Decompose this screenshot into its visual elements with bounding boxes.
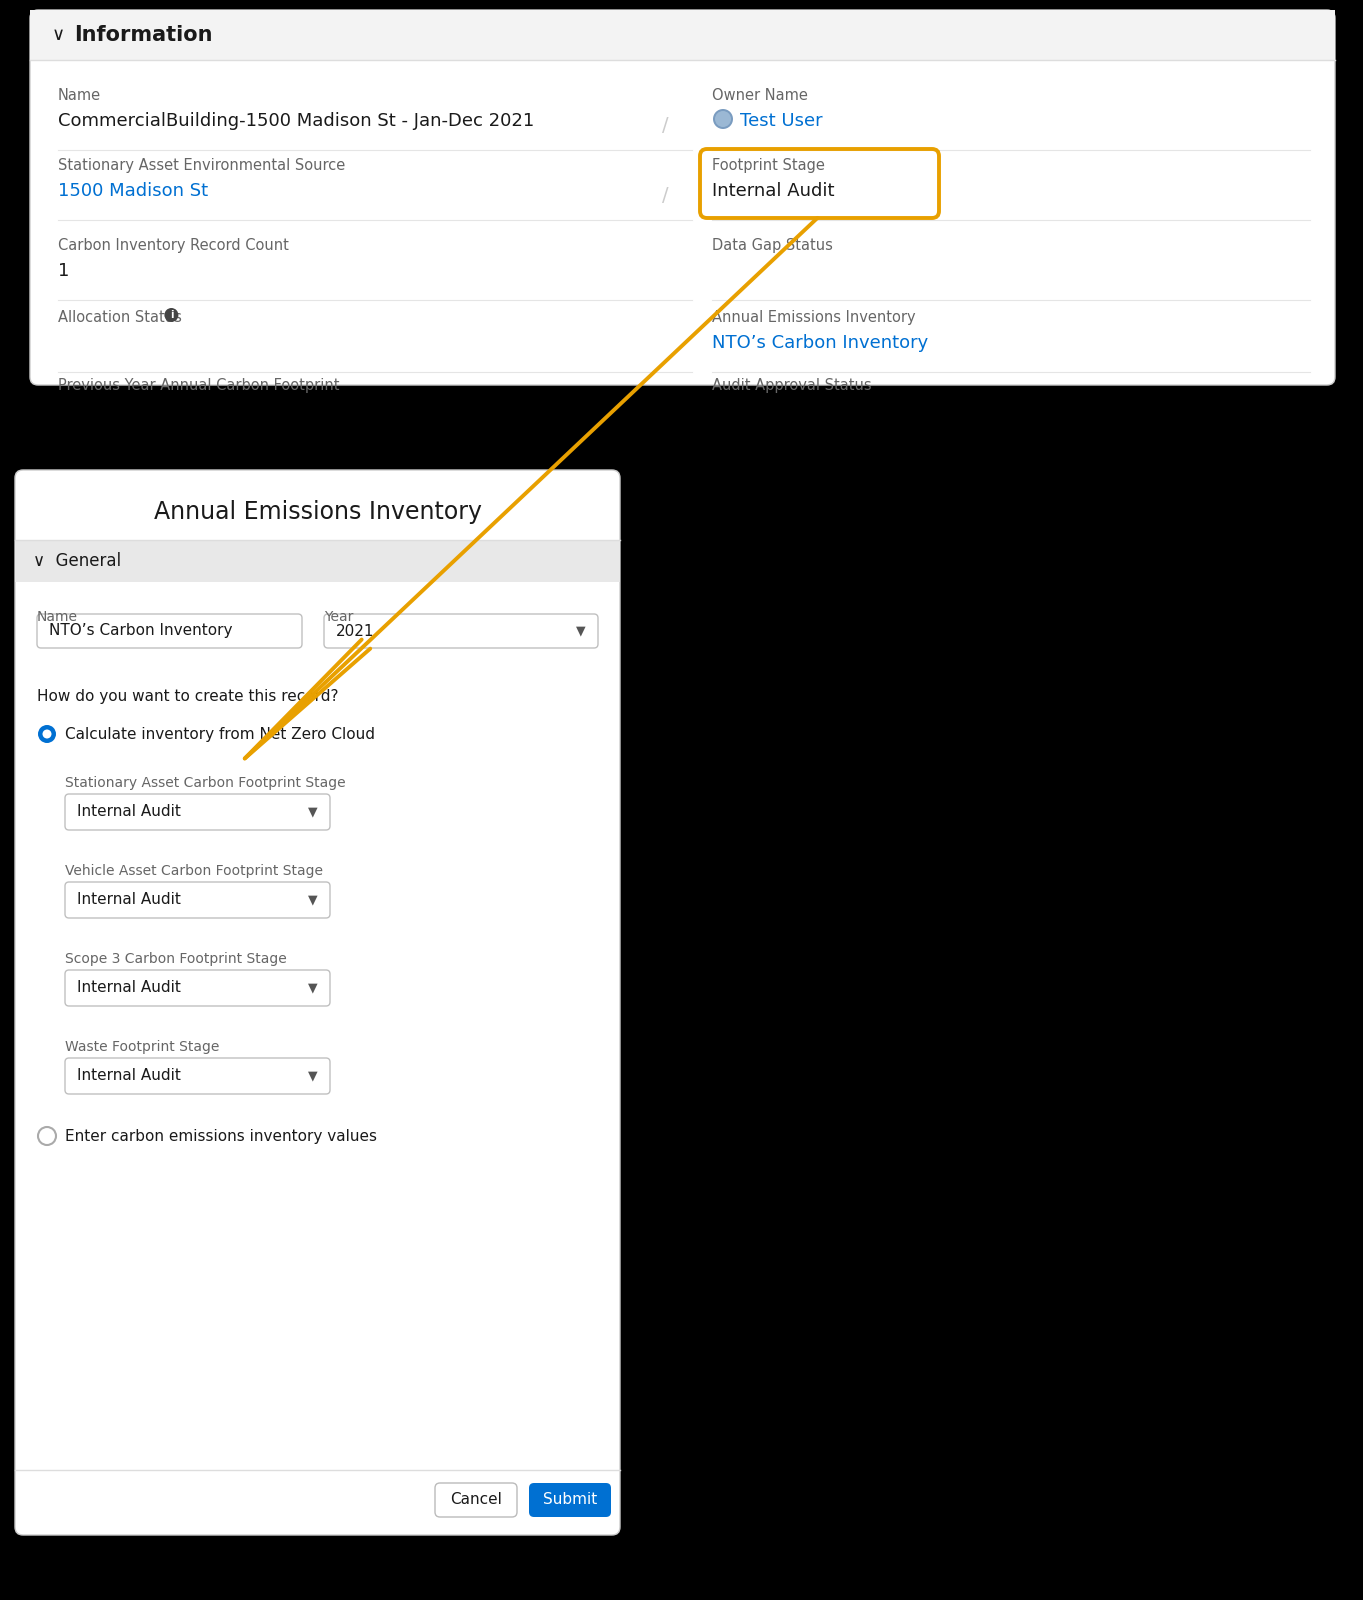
FancyBboxPatch shape xyxy=(435,1483,517,1517)
Text: Carbon Inventory Record Count: Carbon Inventory Record Count xyxy=(59,238,289,253)
FancyBboxPatch shape xyxy=(30,10,1334,59)
Text: How do you want to create this record?: How do you want to create this record? xyxy=(37,688,338,704)
Text: Annual Emissions Inventory: Annual Emissions Inventory xyxy=(711,310,916,325)
Text: ▼: ▼ xyxy=(577,624,586,637)
Text: NTO’s Carbon Inventory: NTO’s Carbon Inventory xyxy=(711,334,928,352)
Text: Name: Name xyxy=(37,610,78,624)
Bar xyxy=(30,10,1334,59)
Text: Enter carbon emissions inventory values: Enter carbon emissions inventory values xyxy=(65,1128,378,1144)
Circle shape xyxy=(713,109,733,130)
Text: Calculate inventory from Net Zero Cloud: Calculate inventory from Net Zero Cloud xyxy=(65,726,375,741)
Text: ▼: ▼ xyxy=(308,981,318,995)
Text: Submit: Submit xyxy=(542,1493,597,1507)
Circle shape xyxy=(716,110,731,126)
Text: Audit Approval Status: Audit Approval Status xyxy=(711,378,871,394)
Text: ▼: ▼ xyxy=(308,805,318,819)
Text: Internal Audit: Internal Audit xyxy=(76,805,181,819)
Text: 1500 Madison St: 1500 Madison St xyxy=(59,182,209,200)
FancyBboxPatch shape xyxy=(15,470,620,1534)
Text: ▼: ▼ xyxy=(308,1069,318,1083)
Circle shape xyxy=(165,307,179,322)
Text: Stationary Asset Carbon Footprint Stage: Stationary Asset Carbon Footprint Stage xyxy=(65,776,346,790)
Text: Year: Year xyxy=(324,610,353,624)
Text: i: i xyxy=(169,310,173,320)
Text: 2021: 2021 xyxy=(337,624,375,638)
Text: Stationary Asset Environmental Source: Stationary Asset Environmental Source xyxy=(59,158,345,173)
Circle shape xyxy=(42,730,52,739)
Text: CommercialBuilding-1500 Madison St - Jan-Dec 2021: CommercialBuilding-1500 Madison St - Jan… xyxy=(59,112,534,130)
Text: Allocation Status: Allocation Status xyxy=(59,310,181,325)
Circle shape xyxy=(38,725,56,742)
FancyBboxPatch shape xyxy=(324,614,598,648)
Text: Scope 3 Carbon Footprint Stage: Scope 3 Carbon Footprint Stage xyxy=(65,952,286,966)
Text: Cancel: Cancel xyxy=(450,1493,502,1507)
Bar xyxy=(0,379,1363,470)
FancyBboxPatch shape xyxy=(529,1483,611,1517)
Text: Internal Audit: Internal Audit xyxy=(76,1069,181,1083)
FancyBboxPatch shape xyxy=(30,10,1334,386)
Text: 1: 1 xyxy=(59,262,70,280)
Text: /: / xyxy=(662,186,669,205)
Bar xyxy=(15,541,620,582)
FancyBboxPatch shape xyxy=(65,1058,330,1094)
FancyBboxPatch shape xyxy=(37,614,303,648)
Text: Data Gap Status: Data Gap Status xyxy=(711,238,833,253)
Text: Internal Audit: Internal Audit xyxy=(711,182,834,200)
Text: Name: Name xyxy=(59,88,101,102)
Text: Internal Audit: Internal Audit xyxy=(76,893,181,907)
Text: Vehicle Asset Carbon Footprint Stage: Vehicle Asset Carbon Footprint Stage xyxy=(65,864,323,878)
Text: Information: Information xyxy=(74,26,213,45)
FancyBboxPatch shape xyxy=(65,794,330,830)
Text: Footprint Stage: Footprint Stage xyxy=(711,158,825,173)
FancyBboxPatch shape xyxy=(65,970,330,1006)
Text: NTO’s Carbon Inventory: NTO’s Carbon Inventory xyxy=(49,624,233,638)
FancyBboxPatch shape xyxy=(65,882,330,918)
Text: ∨  General: ∨ General xyxy=(33,552,121,570)
Text: /: / xyxy=(662,117,669,134)
Text: Waste Footprint Stage: Waste Footprint Stage xyxy=(65,1040,219,1054)
Text: Internal Audit: Internal Audit xyxy=(76,981,181,995)
Text: Previous Year Annual Carbon Footprint: Previous Year Annual Carbon Footprint xyxy=(59,378,339,394)
Text: Owner Name: Owner Name xyxy=(711,88,808,102)
Text: Test User: Test User xyxy=(740,112,823,130)
Text: ▼: ▼ xyxy=(308,893,318,907)
Circle shape xyxy=(38,1126,56,1146)
Text: ∨: ∨ xyxy=(52,26,65,43)
Text: Annual Emissions Inventory: Annual Emissions Inventory xyxy=(154,499,481,525)
